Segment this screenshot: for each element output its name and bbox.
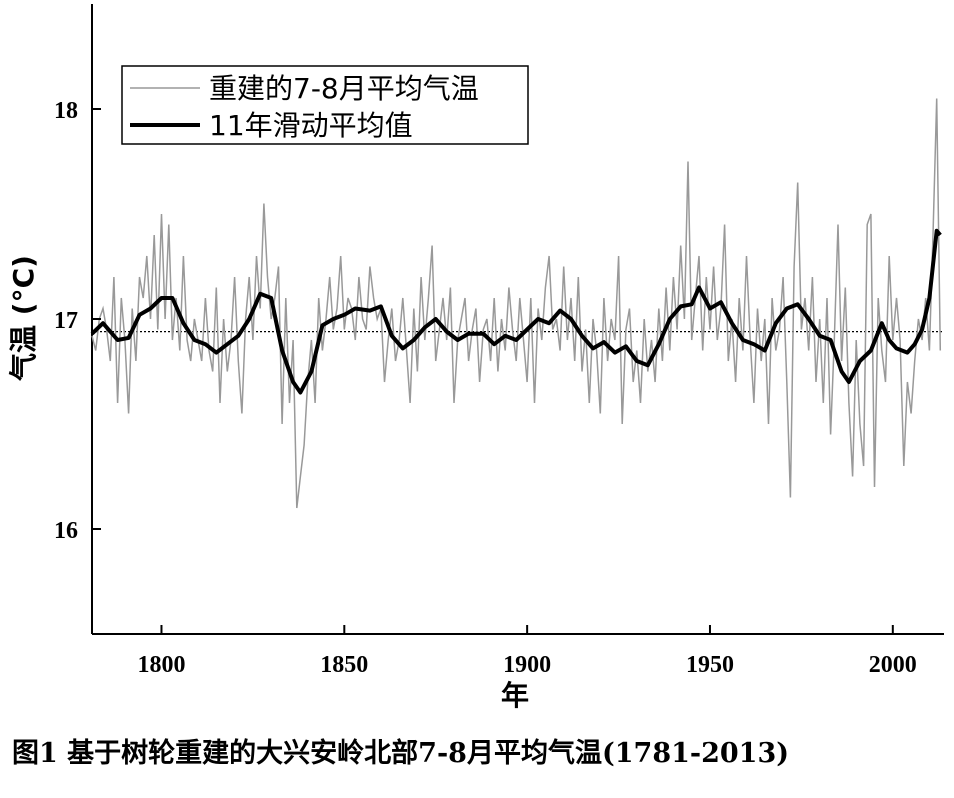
- y-tick-label: 16: [54, 518, 78, 544]
- y-tick-label: 18: [54, 98, 78, 124]
- x-tick-label: 1900: [503, 652, 551, 678]
- x-axis-title: 年: [501, 679, 529, 712]
- legend-label-ma: 11年滑动平均值: [209, 109, 413, 142]
- y-tick-label: 17: [54, 308, 78, 334]
- x-tick-label: 1850: [320, 652, 368, 678]
- legend-box: [121, 65, 529, 145]
- legend-label-raw: 重建的7-8月平均气温: [209, 72, 479, 105]
- y-axis-title: 气温 (°C): [7, 255, 40, 382]
- series-moving-average-line: [90, 228, 942, 395]
- x-tick-label: 2000: [869, 652, 917, 678]
- series-reconstructed-line: [91, 98, 942, 509]
- axis-ticks: 1800 1850 1900 1950 2000 16 17 18: [54, 98, 917, 678]
- x-tick-label: 1950: [686, 652, 734, 678]
- legend: 重建的7-8月平均气温 11年滑动平均值: [121, 65, 529, 145]
- x-tick-label: 1800: [137, 652, 185, 678]
- figure-caption: 图1 基于树轮重建的大兴安岭北部7-8月平均气温(1781-2013): [12, 737, 789, 769]
